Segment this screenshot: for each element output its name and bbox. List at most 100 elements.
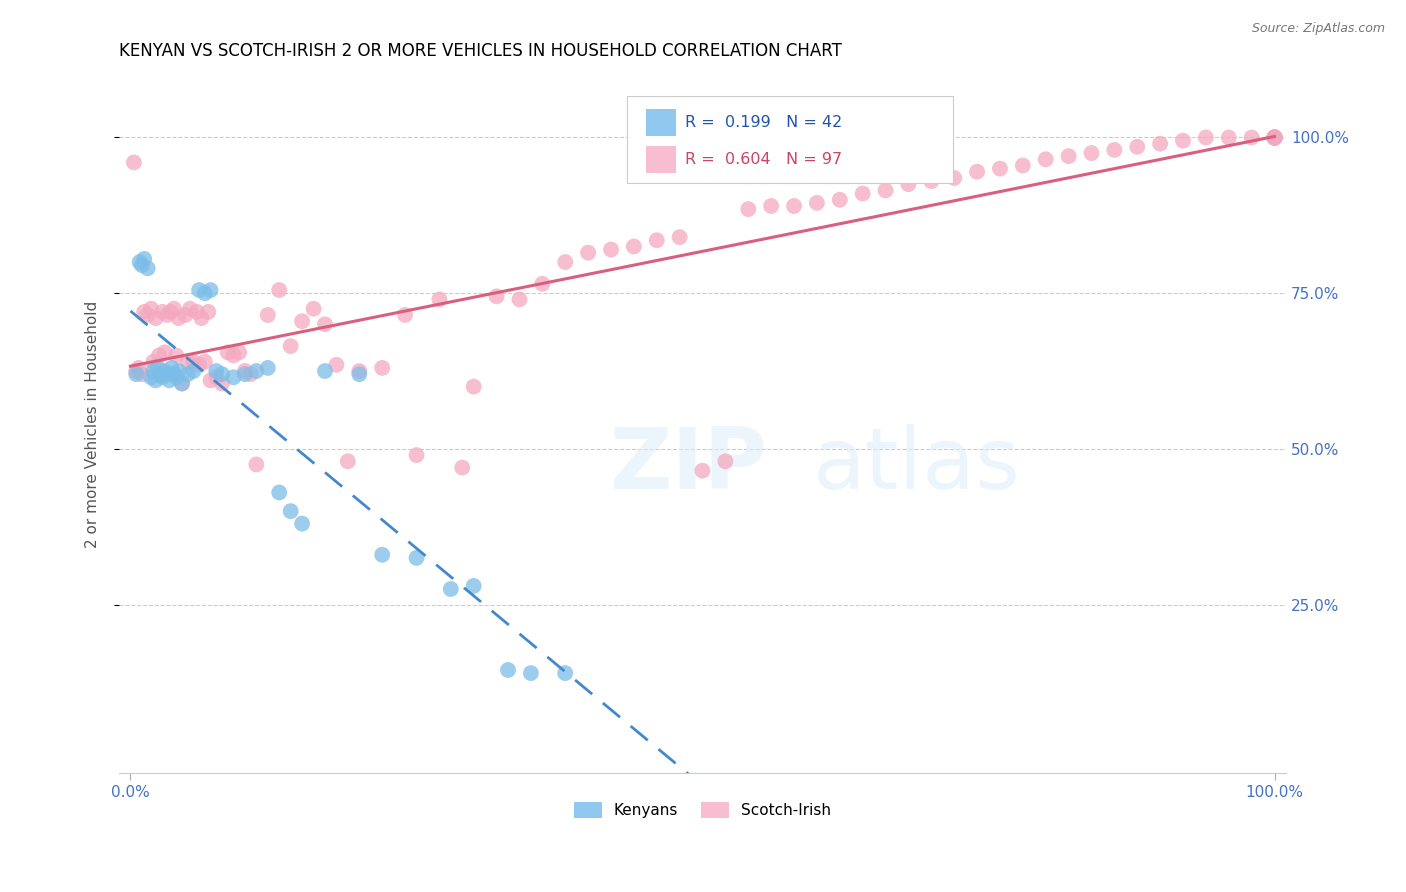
- Point: [156, 308, 179, 322]
- Point: [146, 360, 169, 375]
- Point: [194, 354, 217, 368]
- Legend: Kenyans, Scotch-Irish: Kenyans, Scotch-Irish: [568, 797, 837, 824]
- Point: [269, 283, 291, 297]
- Point: [200, 283, 222, 297]
- Point: [405, 550, 427, 565]
- Point: [233, 367, 256, 381]
- Point: [520, 666, 543, 681]
- Point: [153, 364, 176, 378]
- Point: [145, 311, 167, 326]
- Point: [125, 367, 148, 381]
- Point: [463, 379, 485, 393]
- Point: [429, 293, 451, 307]
- Point: [1149, 136, 1171, 151]
- Point: [349, 364, 371, 378]
- Point: [508, 293, 530, 307]
- Point: [1057, 149, 1080, 163]
- Point: [1263, 130, 1285, 145]
- Point: [217, 345, 239, 359]
- Point: [188, 358, 211, 372]
- Point: [131, 258, 153, 272]
- Point: [783, 199, 806, 213]
- Point: [188, 283, 211, 297]
- Point: [1195, 130, 1218, 145]
- Point: [623, 239, 645, 253]
- Bar: [647, 146, 676, 173]
- Point: [245, 458, 267, 472]
- Point: [1011, 159, 1033, 173]
- Point: [291, 516, 314, 531]
- Point: [183, 354, 205, 368]
- Point: [852, 186, 875, 201]
- Point: [1263, 130, 1285, 145]
- Point: [280, 339, 302, 353]
- Point: [159, 305, 181, 319]
- Point: [233, 364, 256, 378]
- Point: [1263, 130, 1285, 145]
- Point: [1171, 134, 1194, 148]
- Point: [122, 155, 145, 169]
- Point: [153, 345, 176, 359]
- Point: [170, 376, 193, 391]
- Point: [239, 367, 262, 381]
- Point: [245, 364, 267, 378]
- Point: [165, 370, 187, 384]
- Point: [531, 277, 554, 291]
- Point: [1263, 130, 1285, 145]
- Point: [828, 193, 851, 207]
- Point: [211, 376, 233, 391]
- Point: [291, 314, 314, 328]
- Point: [463, 579, 485, 593]
- Point: [160, 360, 183, 375]
- Point: [394, 308, 416, 322]
- Point: [156, 367, 179, 381]
- Point: [200, 373, 222, 387]
- Point: [222, 349, 245, 363]
- Point: [1263, 130, 1285, 145]
- Point: [131, 367, 153, 381]
- Point: [1263, 130, 1285, 145]
- Point: [165, 349, 187, 363]
- Point: [269, 485, 291, 500]
- Text: R =  0.199   N = 42: R = 0.199 N = 42: [685, 115, 842, 130]
- Point: [128, 255, 150, 269]
- Text: KENYAN VS SCOTCH-IRISH 2 OR MORE VEHICLES IN HOUSEHOLD CORRELATION CHART: KENYAN VS SCOTCH-IRISH 2 OR MORE VEHICLE…: [120, 42, 842, 60]
- Point: [314, 318, 336, 332]
- Point: [1104, 143, 1126, 157]
- Point: [1035, 153, 1057, 167]
- Point: [167, 364, 190, 378]
- Point: [645, 233, 668, 247]
- FancyBboxPatch shape: [627, 96, 953, 184]
- Point: [280, 504, 302, 518]
- Point: [737, 202, 759, 216]
- Point: [1263, 130, 1285, 145]
- Point: [1263, 130, 1285, 145]
- Point: [943, 171, 966, 186]
- Point: [302, 301, 325, 316]
- Point: [197, 305, 219, 319]
- Point: [211, 367, 233, 381]
- Point: [228, 345, 250, 359]
- Point: [183, 364, 205, 378]
- Point: [152, 370, 174, 384]
- Point: [136, 261, 159, 276]
- Point: [222, 370, 245, 384]
- Point: [576, 245, 599, 260]
- Point: [134, 252, 156, 266]
- Point: [692, 464, 714, 478]
- Point: [194, 286, 217, 301]
- Point: [256, 360, 278, 375]
- Point: [1263, 130, 1285, 145]
- Point: [1240, 130, 1263, 145]
- Point: [668, 230, 690, 244]
- Point: [176, 354, 198, 368]
- Point: [554, 255, 576, 269]
- Point: [966, 165, 988, 179]
- Point: [148, 349, 170, 363]
- Y-axis label: 2 or more Vehicles in Household: 2 or more Vehicles in Household: [86, 301, 100, 548]
- Point: [190, 311, 212, 326]
- Point: [139, 301, 162, 316]
- Point: [176, 367, 198, 381]
- Point: [142, 364, 165, 378]
- Point: [920, 174, 942, 188]
